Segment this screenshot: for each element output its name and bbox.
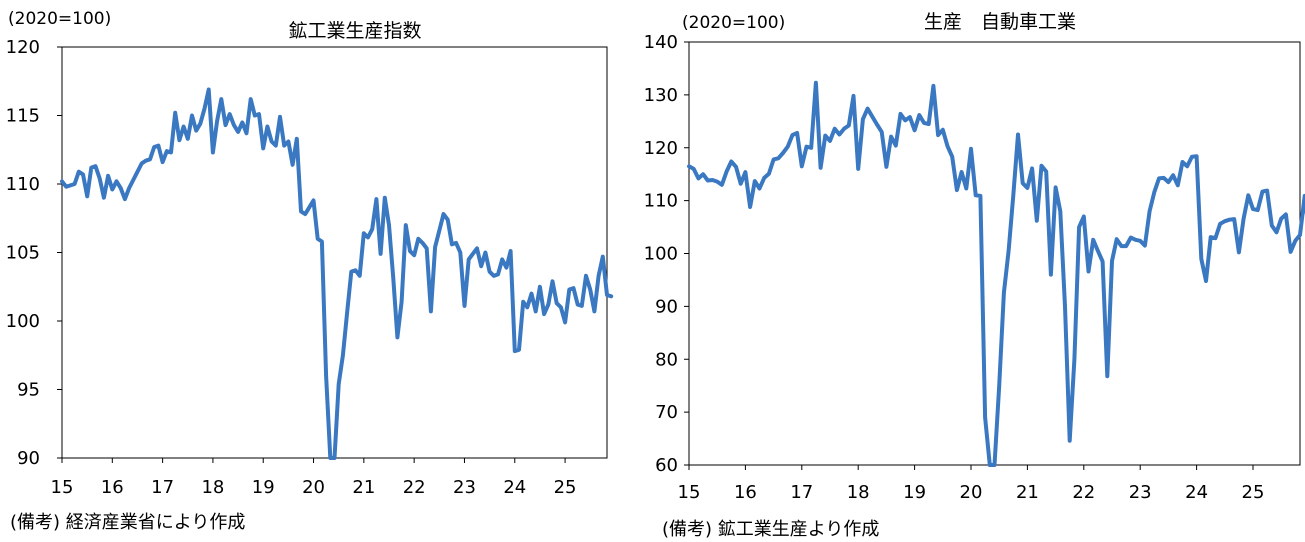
x-tick-label: 15 — [678, 482, 701, 503]
source-note: (備考) 鉱工業生産より作成 — [662, 519, 879, 540]
y-tick-label: 90 — [655, 296, 678, 317]
chart-title: 生産 自動車工業 — [924, 11, 1076, 33]
series-line — [60, 87, 614, 460]
x-tick-label: 22 — [1072, 482, 1095, 503]
x-tick-label: 25 — [1242, 482, 1265, 503]
y-tick-label: 80 — [655, 349, 678, 370]
chart-auto-production: (2020=100) 生産 自動車工業 60 70 80 90 100 110 120 130… — [644, 11, 1305, 540]
series-line — [687, 80, 1305, 467]
x-tick-label: 21 — [1016, 482, 1039, 503]
y-tick-label: 130 — [644, 85, 678, 106]
x-tick-label: 16 — [101, 477, 124, 498]
y-tick-label: 120 — [6, 37, 40, 58]
x-tick-label: 19 — [252, 477, 275, 498]
chart-industrial-production: (2020=100) 鉱工業生産指数 90 95 100 105 110 115 120 1… — [6, 9, 614, 533]
y-tick-label: 115 — [6, 106, 40, 127]
y-tick-label: 60 — [655, 455, 678, 476]
y-axis-ticks: 90 95 100 105 110 115 120 — [6, 37, 62, 469]
x-tick-label: 15 — [51, 477, 74, 498]
x-tick-label: 18 — [201, 477, 224, 498]
x-tick-label: 24 — [1185, 482, 1208, 503]
x-tick-label: 20 — [302, 477, 325, 498]
source-note: (備考) 経済産業省により作成 — [10, 512, 245, 533]
x-tick-label: 23 — [453, 477, 476, 498]
unit-label: (2020=100) — [682, 13, 785, 33]
x-tick-label: 18 — [847, 482, 870, 503]
x-tick-label: 23 — [1129, 482, 1152, 503]
y-tick-label: 110 — [6, 174, 40, 195]
y-tick-label: 105 — [6, 243, 40, 264]
x-tick-label: 24 — [503, 477, 526, 498]
y-tick-label: 90 — [17, 448, 40, 469]
y-axis-ticks: 60 70 80 90 100 110 120 130 140 — [644, 32, 689, 476]
x-tick-label: 22 — [403, 477, 426, 498]
x-tick-label: 25 — [554, 477, 577, 498]
unit-label: (2020=100) — [8, 9, 111, 29]
x-tick-label: 20 — [960, 482, 983, 503]
y-tick-label: 100 — [6, 311, 40, 332]
x-tick-label: 17 — [790, 482, 813, 503]
chart-title: 鉱工業生産指数 — [288, 20, 421, 42]
x-tick-label: 19 — [903, 482, 926, 503]
y-tick-label: 120 — [644, 138, 678, 159]
x-tick-label: 17 — [151, 477, 174, 498]
y-tick-label: 95 — [17, 380, 40, 401]
x-tick-label: 21 — [352, 477, 375, 498]
x-axis-ticks: 15 16 17 18 19 20 21 22 23 24 25 — [678, 465, 1265, 503]
y-tick-label: 110 — [644, 191, 678, 212]
y-tick-label: 140 — [644, 32, 678, 53]
x-axis-ticks: 15 16 17 18 19 20 21 22 23 24 25 — [51, 458, 577, 498]
x-tick-label: 16 — [734, 482, 757, 503]
y-tick-label: 70 — [655, 402, 678, 423]
y-tick-label: 100 — [644, 244, 678, 265]
plot-area — [61, 46, 608, 459]
